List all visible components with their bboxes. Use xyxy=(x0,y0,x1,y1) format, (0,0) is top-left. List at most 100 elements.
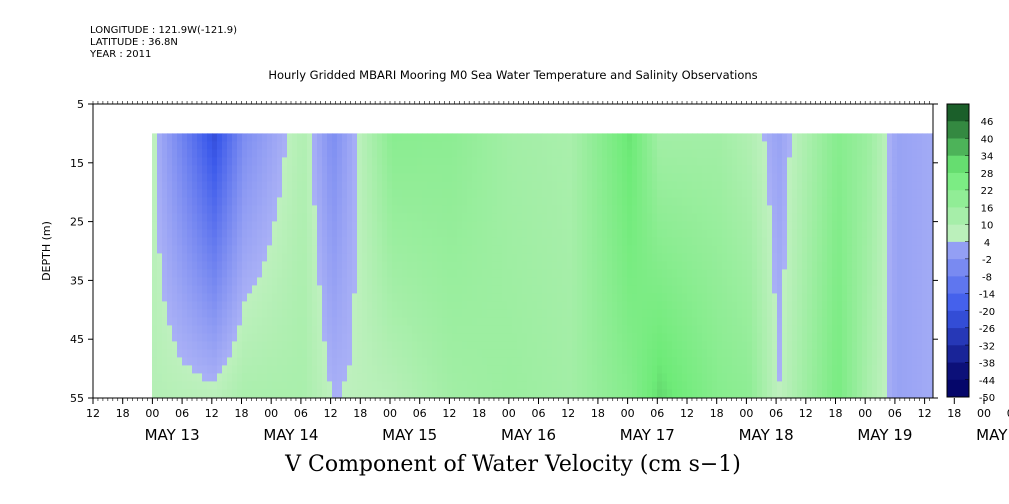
heatmap-cell xyxy=(692,349,698,358)
heatmap-cell xyxy=(257,301,263,310)
heatmap-cell xyxy=(607,253,613,262)
heatmap-cell xyxy=(802,141,808,150)
heatmap-cell xyxy=(552,333,558,342)
heatmap-cell xyxy=(587,189,593,198)
heatmap-cell xyxy=(382,269,388,278)
heatmap-cell xyxy=(787,245,793,254)
heatmap-cell xyxy=(572,285,578,294)
heatmap-cell xyxy=(552,181,558,190)
heatmap-cell xyxy=(687,357,693,366)
heatmap-cell xyxy=(312,341,318,350)
heatmap-cell xyxy=(167,149,173,158)
heatmap-cell xyxy=(482,141,488,150)
heatmap-cell xyxy=(292,197,298,206)
heatmap-cell xyxy=(332,317,338,326)
heatmap-cell xyxy=(472,149,478,158)
heatmap-cell xyxy=(572,333,578,342)
heatmap-cell xyxy=(312,141,318,150)
heatmap-cell xyxy=(567,269,573,278)
heatmap-cell xyxy=(172,245,178,254)
heatmap-cell xyxy=(762,229,768,238)
heatmap-cell xyxy=(607,141,613,150)
heatmap-cell xyxy=(662,341,668,350)
heatmap-cell xyxy=(397,381,403,390)
heatmap-cell xyxy=(882,293,888,302)
heatmap-cell xyxy=(222,261,228,270)
heatmap-cell xyxy=(857,333,863,342)
heatmap-cell xyxy=(432,157,438,166)
heatmap-cell xyxy=(352,149,358,158)
heatmap-cell xyxy=(242,245,248,254)
heatmap-cell xyxy=(177,189,183,198)
heatmap-cell xyxy=(557,221,563,230)
heatmap-cell xyxy=(212,205,218,214)
heatmap-cell xyxy=(552,349,558,358)
heatmap-cell xyxy=(737,325,743,334)
heatmap-cell xyxy=(412,197,418,206)
heatmap-cell xyxy=(442,173,448,182)
heatmap-cell xyxy=(852,141,858,150)
heatmap-cell xyxy=(322,333,328,342)
heatmap-cell xyxy=(492,205,498,214)
heatmap-cell xyxy=(532,397,538,398)
heatmap-cell xyxy=(772,341,778,350)
heatmap-cell xyxy=(352,285,358,294)
heatmap-cell xyxy=(667,213,673,222)
heatmap-cell xyxy=(587,149,593,158)
heatmap-cell xyxy=(837,269,843,278)
heatmap-cell xyxy=(662,285,668,294)
heatmap-cell xyxy=(197,285,203,294)
heatmap-cell xyxy=(852,269,858,278)
heatmap-cell xyxy=(362,173,368,182)
heatmap-cell xyxy=(687,293,693,302)
heatmap-cell xyxy=(587,205,593,214)
heatmap-cell xyxy=(632,229,638,238)
heatmap-cell xyxy=(252,285,258,294)
heatmap-cell xyxy=(202,213,208,222)
heatmap-cell xyxy=(432,285,438,294)
heatmap-cell xyxy=(797,349,803,358)
heatmap-cell xyxy=(772,245,778,254)
heatmap-cell xyxy=(637,397,643,398)
heatmap-cell xyxy=(747,277,753,286)
heatmap-cell xyxy=(622,253,628,262)
heatmap-cell xyxy=(247,285,253,294)
heatmap-cell xyxy=(392,181,398,190)
heatmap-cell xyxy=(567,365,573,374)
heatmap-cell xyxy=(367,277,373,286)
heatmap-cell xyxy=(327,149,333,158)
heatmap-cell xyxy=(302,277,308,286)
heatmap-cell xyxy=(407,133,413,142)
heatmap-cell xyxy=(462,365,468,374)
heatmap-cell xyxy=(747,229,753,238)
heatmap-cell xyxy=(552,221,558,230)
heatmap-cell xyxy=(557,229,563,238)
heatmap-cell xyxy=(507,149,513,158)
heatmap-cell xyxy=(527,237,533,246)
heatmap-cell xyxy=(707,301,713,310)
heatmap-cell xyxy=(442,205,448,214)
heatmap-cell xyxy=(357,349,363,358)
heatmap-cell xyxy=(812,245,818,254)
heatmap-cell xyxy=(712,205,718,214)
heatmap-cell xyxy=(782,333,788,342)
heatmap-cell xyxy=(687,261,693,270)
heatmap-cell xyxy=(332,373,338,382)
heatmap-cell xyxy=(757,381,763,390)
heatmap-cell xyxy=(292,253,298,262)
heatmap-cell xyxy=(157,221,163,230)
heatmap-cell xyxy=(547,269,553,278)
heatmap-cell xyxy=(627,277,633,286)
heatmap-cell xyxy=(467,205,473,214)
heatmap-cell xyxy=(447,261,453,270)
heatmap-cell xyxy=(217,333,223,342)
heatmap-cell xyxy=(607,357,613,366)
heatmap-cell xyxy=(722,253,728,262)
heatmap-cell xyxy=(602,293,608,302)
heatmap-cell xyxy=(427,165,433,174)
heatmap-cell xyxy=(587,141,593,150)
heatmap-cell xyxy=(297,325,303,334)
heatmap-cell xyxy=(627,373,633,382)
heatmap-cell xyxy=(522,229,528,238)
heatmap-cell xyxy=(317,197,323,206)
